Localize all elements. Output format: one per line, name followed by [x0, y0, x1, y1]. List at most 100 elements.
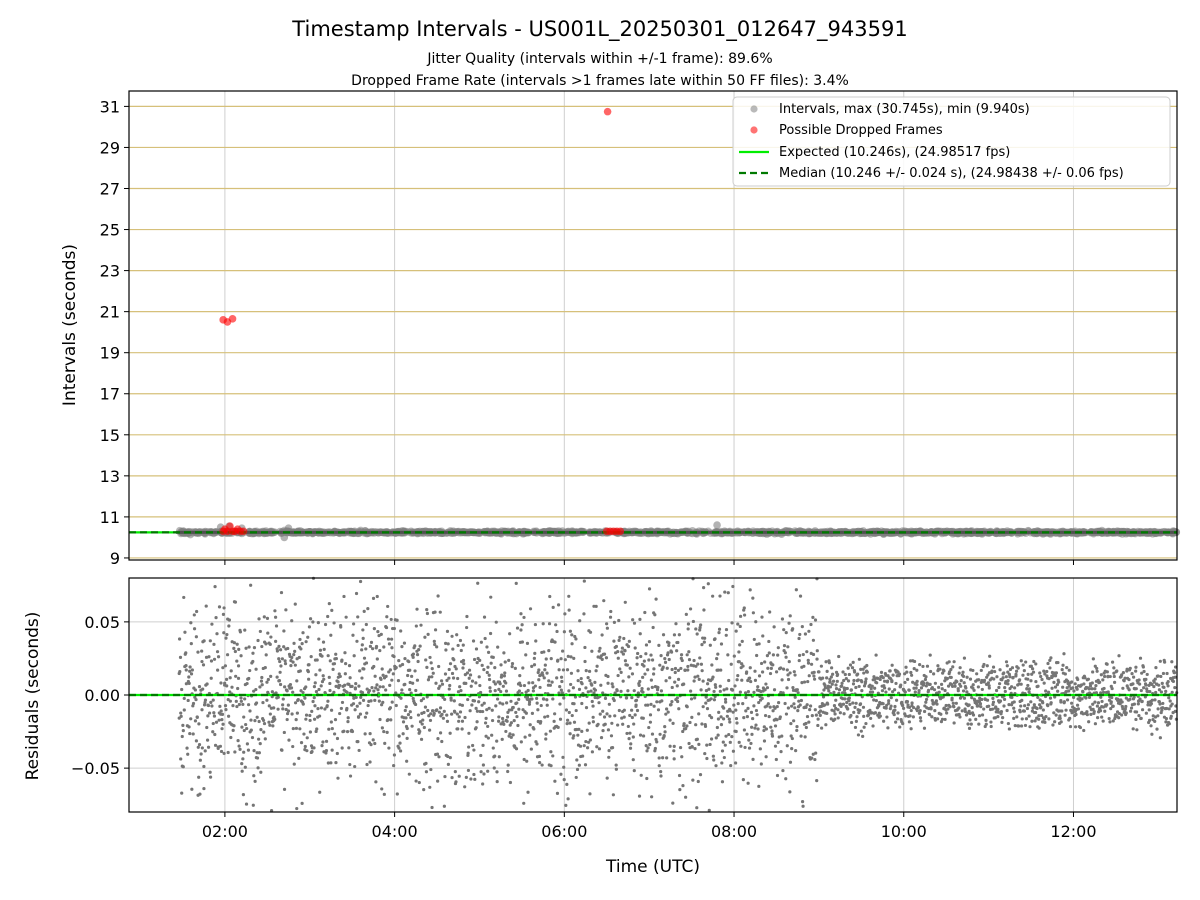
residual-point [740, 678, 744, 682]
residual-point [466, 751, 470, 755]
residual-point [864, 721, 868, 726]
residual-point [749, 710, 754, 714]
residual-point [940, 717, 945, 721]
residual-point [649, 702, 653, 706]
residual-point [830, 666, 834, 670]
residual-point [652, 667, 656, 671]
residual-point [465, 614, 469, 619]
residual-point [225, 677, 229, 681]
residual-point [605, 776, 609, 780]
residual-point [511, 705, 515, 710]
residual-point [485, 670, 489, 675]
residual-point [617, 618, 621, 623]
residual-point [700, 669, 704, 673]
residual-point [627, 675, 631, 679]
residual-point [957, 671, 961, 675]
residual-point [371, 647, 375, 651]
residual-point [655, 700, 659, 704]
residual-point [319, 684, 323, 688]
residual-point [442, 709, 446, 714]
residual-point [380, 667, 384, 671]
residual-point [270, 690, 274, 694]
residual-point [1139, 688, 1143, 693]
residual-point [382, 729, 386, 734]
residual-point [723, 590, 727, 594]
residual-point [340, 700, 345, 705]
residual-point [641, 675, 645, 679]
residual-point [1144, 683, 1148, 687]
residual-point [903, 680, 907, 685]
residual-point [317, 637, 321, 641]
residual-point [1094, 691, 1099, 695]
residual-point [989, 720, 993, 724]
residual-point [1037, 714, 1041, 718]
intervals-y-tick-label: 11 [100, 508, 120, 527]
residual-point [681, 729, 685, 734]
residual-point [690, 715, 694, 719]
residual-point [492, 680, 496, 684]
residual-point [1153, 698, 1157, 702]
residual-point [417, 648, 421, 652]
residual-point [617, 638, 621, 642]
residual-point [481, 763, 485, 767]
residual-point [236, 664, 241, 668]
residual-point [757, 674, 762, 678]
residual-point [805, 714, 810, 719]
x-axis-label: Time (UTC) [605, 857, 700, 877]
residual-point [189, 621, 193, 625]
residual-point [221, 666, 225, 670]
residual-point [388, 668, 392, 672]
residual-point [282, 645, 286, 649]
residual-point [856, 672, 860, 676]
residual-point [1033, 719, 1037, 723]
residual-point [851, 701, 855, 705]
residual-point [614, 767, 618, 771]
residual-point [1100, 715, 1104, 719]
residual-point [641, 734, 646, 738]
residual-point [1052, 680, 1056, 684]
residual-point [823, 686, 828, 690]
residual-point [592, 691, 596, 695]
residual-point [1005, 708, 1009, 713]
residual-point [1167, 696, 1171, 700]
residual-point [373, 674, 377, 678]
residual-point [641, 690, 645, 694]
residual-point [748, 588, 752, 592]
residual-point [1051, 723, 1055, 727]
residual-point [795, 728, 799, 733]
residual-point [547, 622, 552, 626]
residual-point [474, 726, 478, 730]
residual-point [869, 716, 873, 721]
residual-point [669, 703, 673, 707]
residual-point [213, 743, 218, 747]
residual-point [825, 711, 829, 716]
residual-point [568, 629, 572, 633]
residual-point [264, 642, 268, 646]
residual-point [987, 684, 991, 688]
residual-point [237, 647, 241, 651]
residual-point [1067, 684, 1071, 688]
residual-point [593, 680, 597, 684]
residual-point [448, 756, 452, 760]
residual-point [719, 668, 723, 672]
residual-point [446, 762, 450, 766]
residual-point [967, 703, 971, 707]
residual-point [958, 666, 962, 670]
residual-point [928, 682, 932, 686]
residual-point [1053, 685, 1058, 689]
residual-point [684, 795, 688, 799]
residual-point [507, 708, 511, 712]
residual-point [1106, 674, 1110, 678]
residual-point [1108, 720, 1112, 724]
residual-point [1005, 664, 1009, 668]
residual-point [922, 709, 927, 714]
residual-point [650, 685, 654, 690]
residual-point [1020, 717, 1024, 721]
residual-point [1120, 713, 1124, 717]
residual-point [583, 645, 587, 650]
residual-point [347, 682, 351, 687]
residual-point [1042, 681, 1046, 685]
residual-point [584, 706, 589, 710]
residual-point [465, 671, 470, 675]
intervals-y-tick-label: 17 [100, 385, 120, 404]
